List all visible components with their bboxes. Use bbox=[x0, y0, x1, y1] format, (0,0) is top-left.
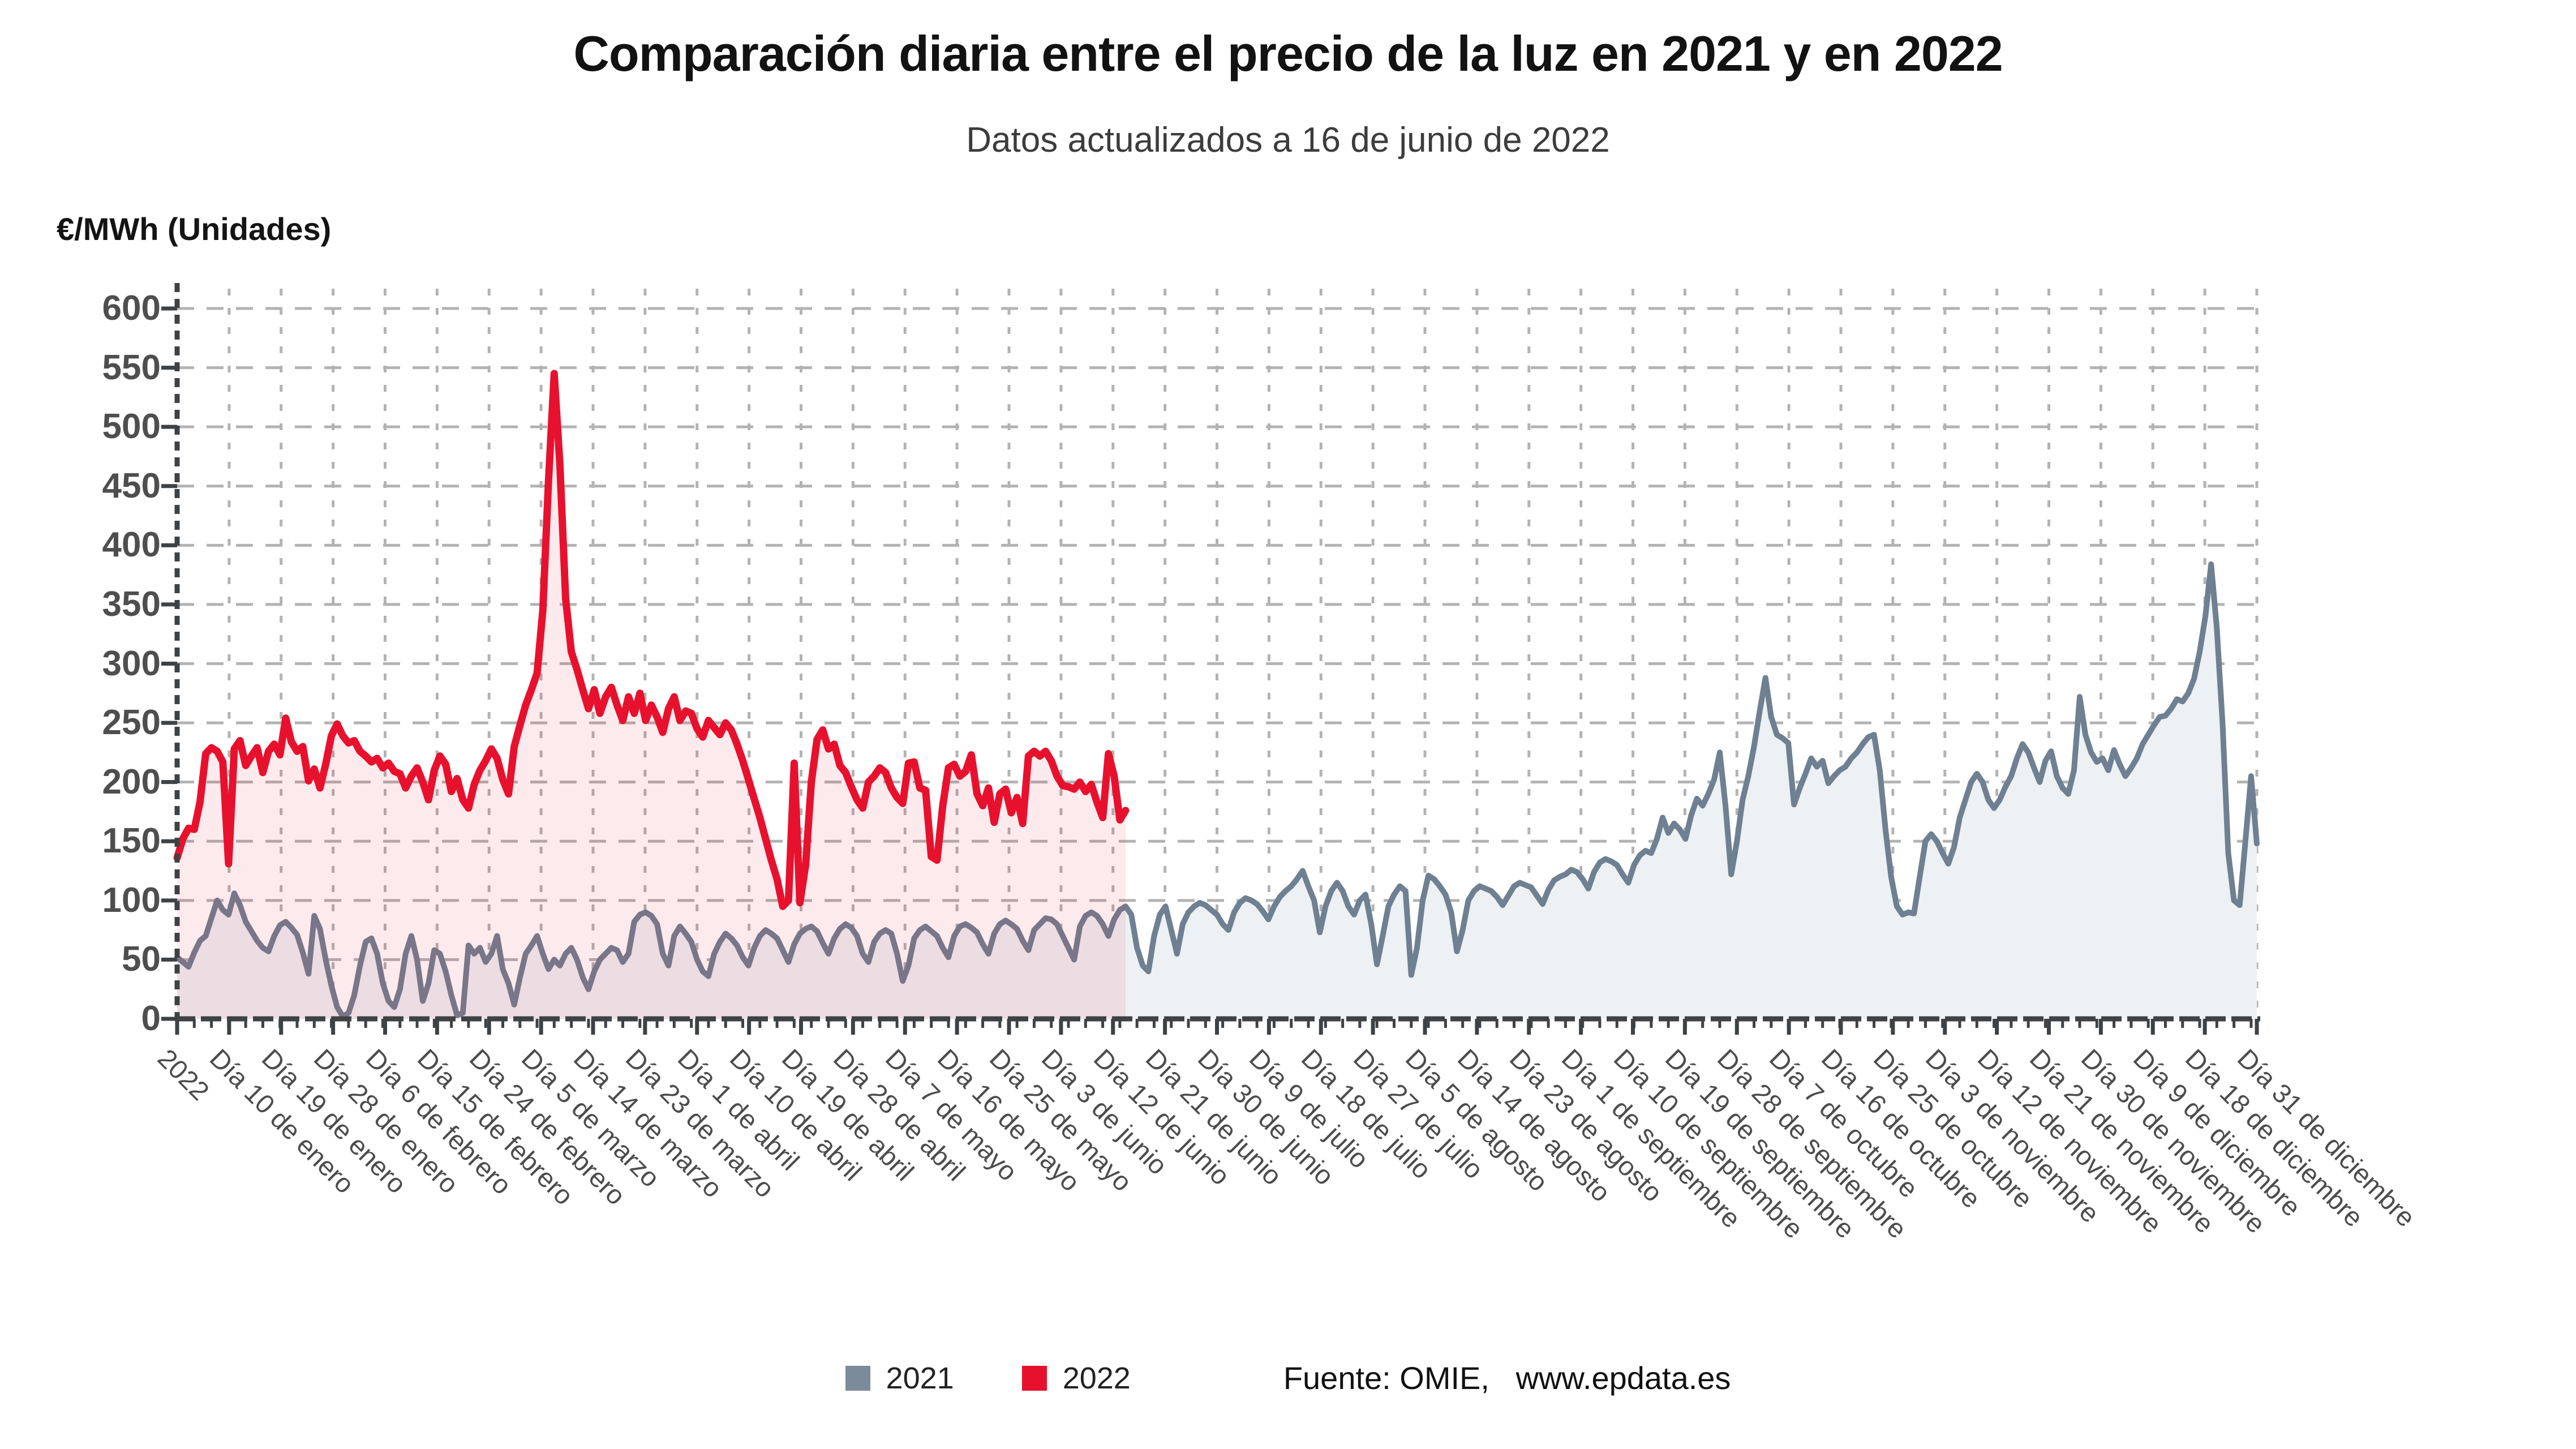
y-tick-label: 450 bbox=[102, 466, 161, 505]
y-tick-label: 500 bbox=[102, 407, 161, 447]
series-2021-line bbox=[174, 561, 2260, 1019]
y-tick-label: 550 bbox=[102, 348, 161, 387]
y-tick-label: 150 bbox=[102, 821, 161, 861]
y-tick-label: 600 bbox=[102, 289, 161, 328]
legend-swatch-2022 bbox=[1021, 1365, 1047, 1391]
legend-item-2022: 2022 bbox=[1021, 1361, 1131, 1396]
source-link[interactable]: www.epdata.es bbox=[1515, 1360, 1731, 1396]
legend-label-2022: 2022 bbox=[1062, 1361, 1131, 1395]
series-2022-line bbox=[173, 370, 1130, 910]
y-tick-label: 0 bbox=[141, 999, 161, 1038]
legend-item-2021: 2021 bbox=[845, 1361, 954, 1396]
series-2022-area bbox=[177, 374, 1126, 1019]
y-tick-label: 400 bbox=[102, 525, 161, 565]
y-tick-label: 300 bbox=[102, 644, 161, 683]
source-prefix: Fuente: OMIE, bbox=[1283, 1360, 1489, 1396]
y-tick-label: 100 bbox=[102, 880, 161, 920]
page-subtitle: Datos actualizados a 16 de junio de 2022 bbox=[966, 121, 1610, 160]
y-tick-label: 250 bbox=[102, 703, 161, 743]
y-tick-label: 50 bbox=[122, 940, 161, 979]
y-axis-unit-label: €/MWh (Unidades) bbox=[57, 211, 332, 247]
legend-swatch-2021 bbox=[845, 1365, 870, 1391]
legend-label-2021: 2021 bbox=[886, 1361, 954, 1395]
y-tick-label: 200 bbox=[102, 762, 161, 801]
source-attribution: Fuente: OMIE, www.epdata.es bbox=[1283, 1360, 1731, 1396]
chart-legend: 2021 2022 Fuente: OMIE, www.epdata.es bbox=[0, 1360, 2576, 1396]
page-title: Comparación diaria entre el precio de la… bbox=[573, 25, 2003, 82]
series-2021-area bbox=[177, 564, 2257, 1019]
y-tick-label: 350 bbox=[102, 584, 161, 624]
